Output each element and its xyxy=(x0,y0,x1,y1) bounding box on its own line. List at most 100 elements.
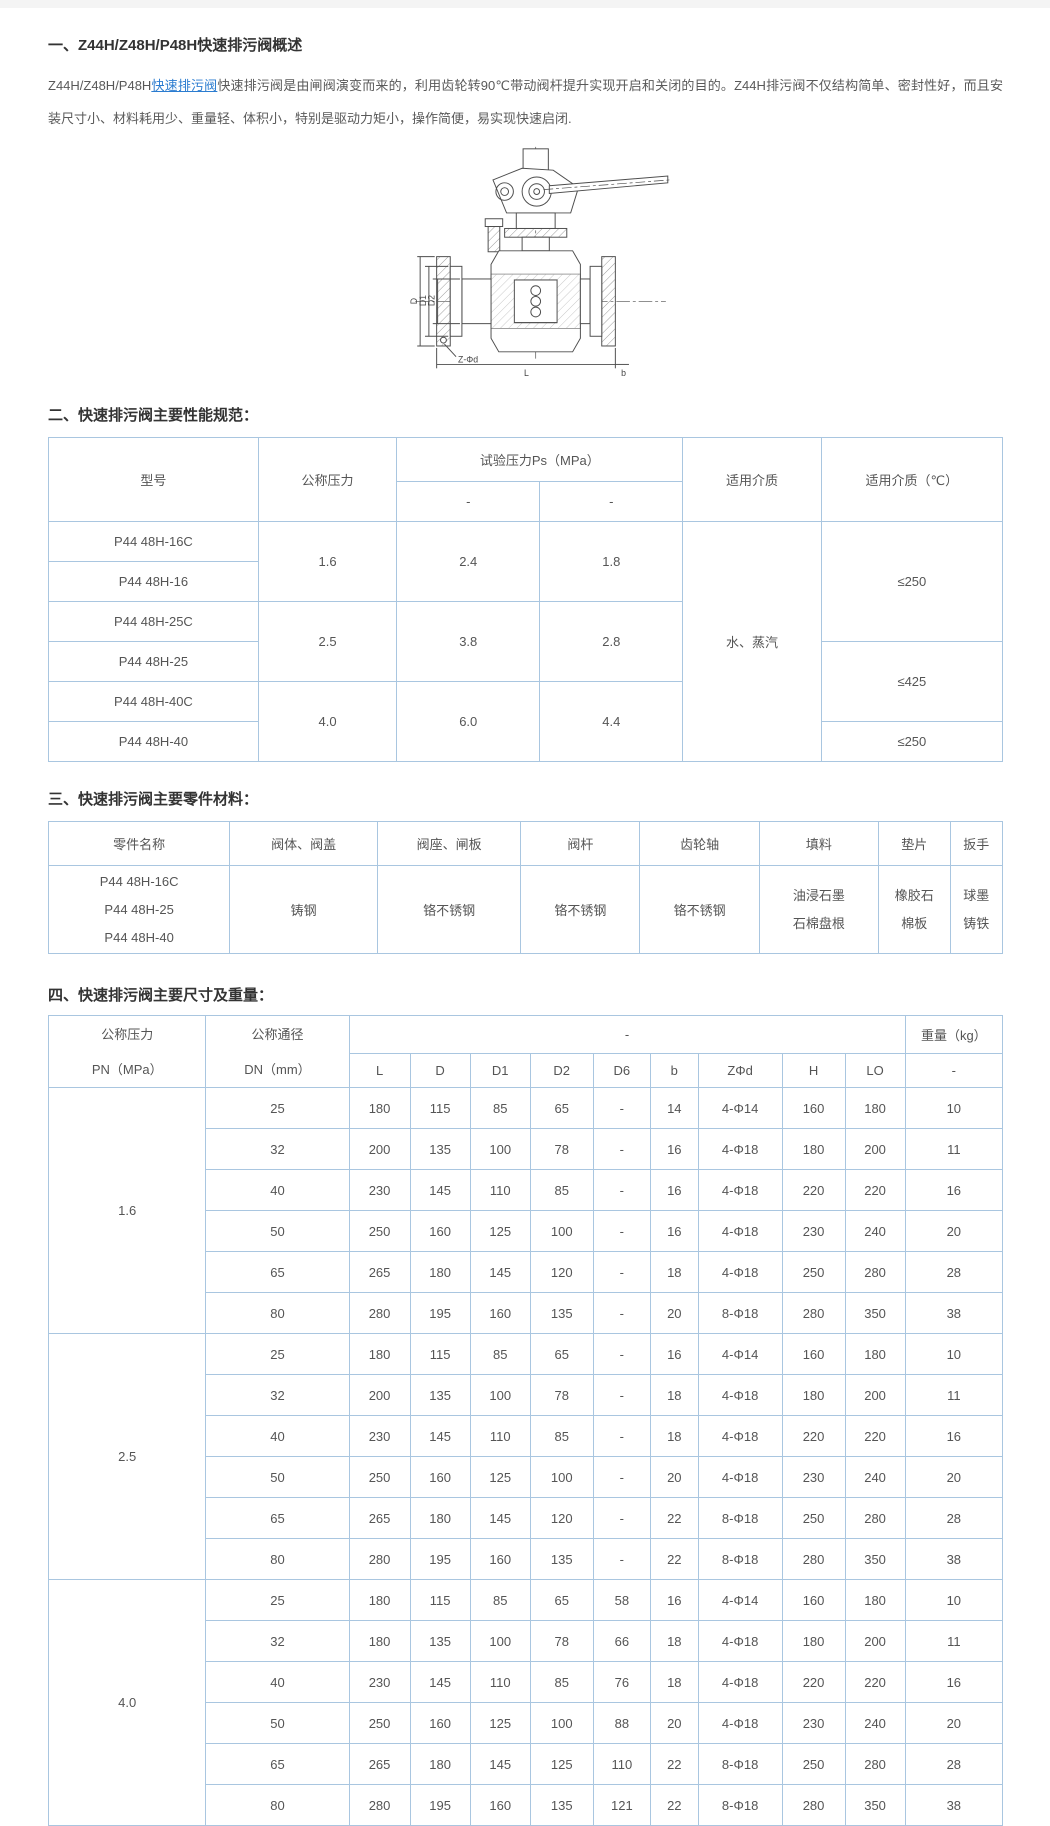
dim-label-b: b xyxy=(621,368,626,378)
pn-header-line1: 公称压力 xyxy=(101,1026,154,1042)
dims-cell: 160 xyxy=(409,1456,471,1498)
material-cell: 铬不锈钢 xyxy=(639,865,760,954)
model-cell: P44 48H-40 xyxy=(48,721,259,762)
dims-cell: 110 xyxy=(469,1415,531,1457)
dims-cell: 16 xyxy=(904,1661,1004,1703)
dims-cell: - xyxy=(592,1415,651,1457)
dims-cell: 50 xyxy=(205,1456,350,1498)
product-link[interactable]: 快速排污阀 xyxy=(151,78,218,93)
dims-cell: 200 xyxy=(348,1374,411,1416)
col-header-seat-gate: 阀座、闸板 xyxy=(377,821,522,866)
material-line: 油浸石墨 xyxy=(792,887,845,903)
dims-cell: 180 xyxy=(409,1497,471,1539)
dims-cell: 4-Φ18 xyxy=(697,1415,783,1457)
dims-cell: 160 xyxy=(469,1538,531,1580)
dims-cell: 145 xyxy=(469,1743,531,1785)
dims-cell: 8-Φ18 xyxy=(697,1743,783,1785)
col-header-temp: 适用介质（℃） xyxy=(820,437,1004,522)
dims-cell: 120 xyxy=(529,1497,594,1539)
table-row: 40 230 145 110 85-16 4-Φ18 220 220 16 xyxy=(49,1169,1004,1211)
dims-cell: 180 xyxy=(844,1579,906,1621)
dims-cell: 145 xyxy=(469,1497,531,1539)
section-1-heading: 一、Z44H/Z48H/P48H快速排污阀概述 xyxy=(48,37,303,54)
dims-cell: 160 xyxy=(469,1292,531,1334)
dims-cell: 135 xyxy=(529,1538,594,1580)
dims-cell: 350 xyxy=(844,1292,906,1334)
dims-cell: 180 xyxy=(844,1333,906,1375)
dims-cell: 38 xyxy=(904,1784,1004,1826)
dims-cell: 250 xyxy=(348,1210,411,1252)
dims-cell: 240 xyxy=(844,1456,906,1498)
temp-cell: ≤250 xyxy=(820,521,1004,642)
dim-label-l: L xyxy=(524,368,529,378)
table-row: 80 280 195 160 135-22 8-Φ18 280 350 38 xyxy=(49,1538,1004,1580)
dims-cell: 180 xyxy=(781,1620,846,1662)
dims-cell: 250 xyxy=(348,1702,411,1744)
table-row: P44 48H-40 ≤250 xyxy=(48,721,1004,762)
dims-cell: 145 xyxy=(409,1415,471,1457)
dims-cell: 4-Φ14 xyxy=(697,1579,783,1621)
dims-cell: 100 xyxy=(529,1456,594,1498)
model-line: P44 48H-16C xyxy=(99,873,179,889)
dims-cell: 18 xyxy=(649,1251,699,1293)
dims-cell: 4-Φ18 xyxy=(697,1251,783,1293)
dims-cell: 4-Φ18 xyxy=(697,1128,783,1170)
dims-cell: 110 xyxy=(469,1169,531,1211)
dims-cell: 110 xyxy=(469,1661,531,1703)
pn-cell: 1.6 xyxy=(257,521,398,602)
dims-cell: - xyxy=(592,1497,651,1539)
dims-cell: 200 xyxy=(844,1374,906,1416)
dims-cell: 40 xyxy=(205,1415,350,1457)
col-header-gasket: 垫片 xyxy=(877,821,951,866)
intro-text-after: 快速排污阀是由闸阀演变而来的，利用齿轮转90℃带动阀杆提升实现开启和关闭的目的。… xyxy=(48,78,1003,126)
dims-cell: 10 xyxy=(904,1087,1004,1129)
materials-table: 零件名称 阀体、阀盖 阀座、闸板 阀杆 齿轮轴 填料 垫片 扳手 P44 48H… xyxy=(47,821,1003,954)
dims-cell: 200 xyxy=(844,1128,906,1170)
dims-cell: 16 xyxy=(649,1169,699,1211)
col-subheader-dim: L xyxy=(348,1053,411,1088)
dims-cell: - xyxy=(592,1251,651,1293)
dims-cell: - xyxy=(592,1456,651,1498)
dims-cell: 250 xyxy=(781,1497,846,1539)
material-cell: 球墨 铸铁 xyxy=(949,865,1003,954)
dims-cell: 195 xyxy=(409,1292,471,1334)
dims-cell: 50 xyxy=(205,1702,350,1744)
dims-cell: 265 xyxy=(348,1251,411,1293)
col-header-pn: 公称压力 xyxy=(257,437,398,522)
col-header-stem: 阀杆 xyxy=(520,821,641,866)
dims-cell: 80 xyxy=(205,1292,350,1334)
model-cell: P44 48H-16C xyxy=(48,521,259,562)
dims-cell: 350 xyxy=(844,1784,906,1826)
material-cell: 铬不锈钢 xyxy=(377,865,522,954)
section-3-heading: 三、快速排污阀主要零件材料： xyxy=(48,791,259,808)
dims-cell: 280 xyxy=(348,1292,411,1334)
material-cell: 橡胶石 棉板 xyxy=(877,865,951,954)
dims-cell: 22 xyxy=(649,1538,699,1580)
dims-cell: 11 xyxy=(904,1128,1004,1170)
dims-cell: 180 xyxy=(844,1087,906,1129)
dims-cell: 100 xyxy=(469,1128,531,1170)
dims-cell: 8-Φ18 xyxy=(697,1538,783,1580)
medium-cell: 水、蒸汽 xyxy=(682,521,822,762)
dims-cell: 195 xyxy=(409,1538,471,1580)
dims-cell: 115 xyxy=(409,1333,471,1375)
dims-cell: 32 xyxy=(205,1374,350,1416)
dims-cell: 88 xyxy=(592,1702,651,1744)
dims-cell: 28 xyxy=(904,1251,1004,1293)
dims-cell: 4-Φ18 xyxy=(697,1661,783,1703)
pn-group-cell: 1.6 xyxy=(47,1087,207,1334)
page-top-strip xyxy=(0,0,1050,8)
col-header-test-pressure: 试验压力Ps（MPa） xyxy=(396,437,684,482)
dims-cell: 18 xyxy=(649,1661,699,1703)
dims-cell: 135 xyxy=(409,1128,471,1170)
dn-header-line1: 公称通径 xyxy=(251,1026,304,1042)
section-4-heading: 四、快速排污阀主要尺寸及重量： xyxy=(48,987,274,1004)
pn-cell: 4.0 xyxy=(257,681,398,762)
dims-cell: 4-Φ18 xyxy=(697,1169,783,1211)
dims-cell: 16 xyxy=(649,1333,699,1375)
dims-cell: 20 xyxy=(649,1292,699,1334)
material-line: 棉板 xyxy=(901,915,928,931)
dims-cell: 120 xyxy=(529,1251,594,1293)
pn-group-cell: 2.5 xyxy=(47,1333,207,1580)
dims-cell: 220 xyxy=(844,1415,906,1457)
